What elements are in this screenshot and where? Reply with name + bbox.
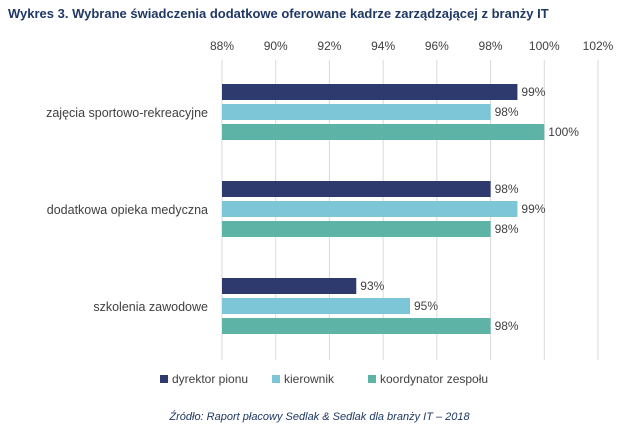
data-label: 95%: [414, 299, 438, 313]
category-label: szkolenia zawodowe: [93, 300, 208, 314]
x-tick-label: 92%: [317, 39, 341, 53]
x-tick-label: 90%: [264, 39, 288, 53]
legend-swatch: [368, 375, 376, 383]
x-tick-label: 100%: [529, 39, 560, 53]
legend-label: koordynator zespołu: [380, 372, 488, 386]
bar: [222, 318, 491, 334]
chart-title: Wykres 3. Wybrane świadczenia dodatkowe …: [8, 6, 549, 21]
data-label: 99%: [521, 202, 545, 216]
bar: [222, 124, 545, 140]
bar: [222, 201, 518, 217]
data-label: 99%: [521, 85, 545, 99]
category-label: zajęcia sportowo-rekreacyjne: [46, 106, 208, 120]
category-label: dodatkowa opieka medyczna: [47, 203, 208, 217]
legend-label: kierownik: [284, 372, 335, 386]
data-label: 98%: [495, 319, 519, 333]
bar: [222, 104, 491, 120]
x-tick-label: 98%: [479, 39, 503, 53]
x-tick-label: 96%: [425, 39, 449, 53]
legend-swatch: [272, 375, 280, 383]
data-label: 98%: [495, 222, 519, 236]
bar: [222, 298, 410, 314]
data-label: 100%: [548, 125, 579, 139]
data-label: 98%: [495, 182, 519, 196]
data-label: 98%: [495, 105, 519, 119]
source-note: Źródło: Raport płacowy Sedlak & Sedlak d…: [169, 411, 470, 423]
bar: [222, 84, 518, 100]
x-tick-label: 94%: [371, 39, 395, 53]
bar: [222, 221, 491, 237]
x-tick-label: 88%: [210, 39, 234, 53]
bar: [222, 181, 491, 197]
legend-label: dyrektor pionu: [172, 372, 248, 386]
bar: [222, 278, 357, 294]
x-tick-label: 102%: [583, 39, 614, 53]
data-label: 93%: [360, 279, 384, 293]
legend-swatch: [160, 375, 168, 383]
